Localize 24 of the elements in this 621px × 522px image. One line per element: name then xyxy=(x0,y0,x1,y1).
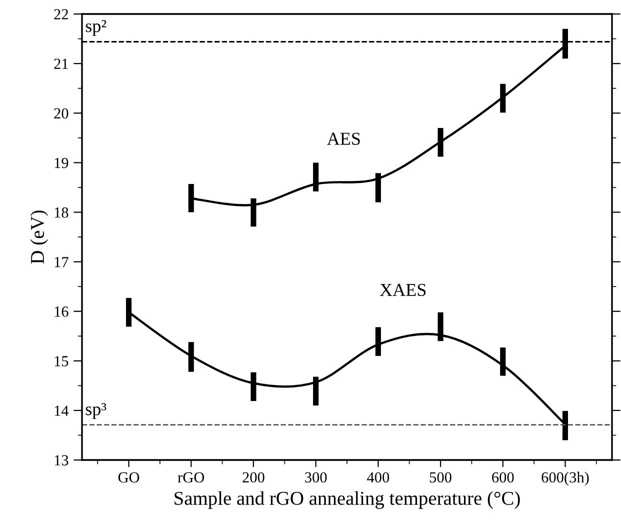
x-axis-title: Sample and rGO annealing temperature (°C) xyxy=(174,491,520,509)
ref-line-label: sp³ xyxy=(86,403,106,419)
text: AES xyxy=(327,132,360,145)
y-tick-label: 19 xyxy=(54,158,68,168)
y-tick-label: 18 xyxy=(54,207,68,218)
y-tick-label: 15 xyxy=(54,356,68,366)
x-tick-label: 300 xyxy=(305,472,327,483)
x-tick-label: 500 xyxy=(430,472,452,483)
x-tick-label: 400 xyxy=(367,472,390,483)
y-tick-label: 14 xyxy=(54,406,69,416)
x-tick-label: rGO xyxy=(178,472,204,483)
y-tick-label: 22 xyxy=(54,9,68,20)
y-tick-label: 13 xyxy=(54,455,68,466)
y-tick-label: 16 xyxy=(54,306,68,317)
y-axis-title: D (eV) xyxy=(30,210,48,264)
x-tick-label: 200 xyxy=(242,472,264,483)
y-tick-label: 17 xyxy=(54,256,68,268)
x-tick-label: 600 xyxy=(492,472,514,483)
y-tick-label: 21 xyxy=(54,58,68,69)
y-tick-label: 20 xyxy=(54,108,68,119)
ref-line-label: sp² xyxy=(86,20,106,36)
x-tick-label: 600(3h) xyxy=(542,472,589,486)
x-tick-label: GO xyxy=(118,472,140,483)
text: XAES xyxy=(380,284,426,296)
